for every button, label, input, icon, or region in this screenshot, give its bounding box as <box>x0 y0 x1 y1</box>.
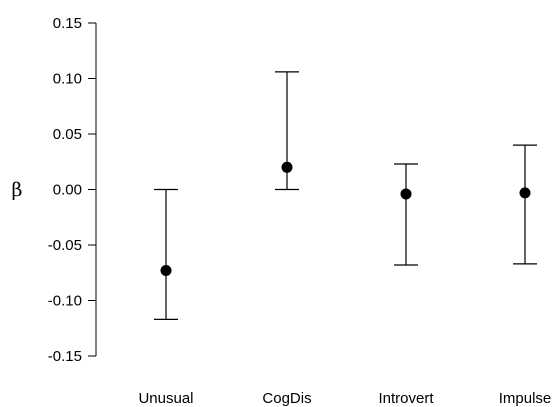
y-tick-label: 0.10 <box>53 71 82 88</box>
data-point <box>160 265 172 277</box>
x-tick-label: Unusual <box>138 390 193 407</box>
x-tick-label: Impulse <box>499 390 552 407</box>
x-axis-ticks: Unusual CogDis Introvert Impulse <box>138 390 551 407</box>
y-tick-label: 0.00 <box>53 182 82 199</box>
data-point <box>400 188 412 200</box>
y-tick-label: -0.05 <box>48 237 82 254</box>
x-tick-label: CogDis <box>262 390 311 407</box>
y-tick-label: -0.15 <box>48 348 82 365</box>
data-point <box>519 187 531 199</box>
x-tick-label: Introvert <box>378 390 434 407</box>
data-point <box>281 161 293 173</box>
data-series <box>154 71 537 320</box>
y-tick-label: 0.15 <box>53 15 82 32</box>
y-axis-label: β <box>12 179 23 201</box>
y-axis-ticks: -0.15 -0.10 -0.05 0.00 0.05 0.10 0.15 <box>48 15 96 365</box>
y-tick-label: 0.05 <box>53 126 82 143</box>
y-tick-label: -0.10 <box>48 293 82 310</box>
